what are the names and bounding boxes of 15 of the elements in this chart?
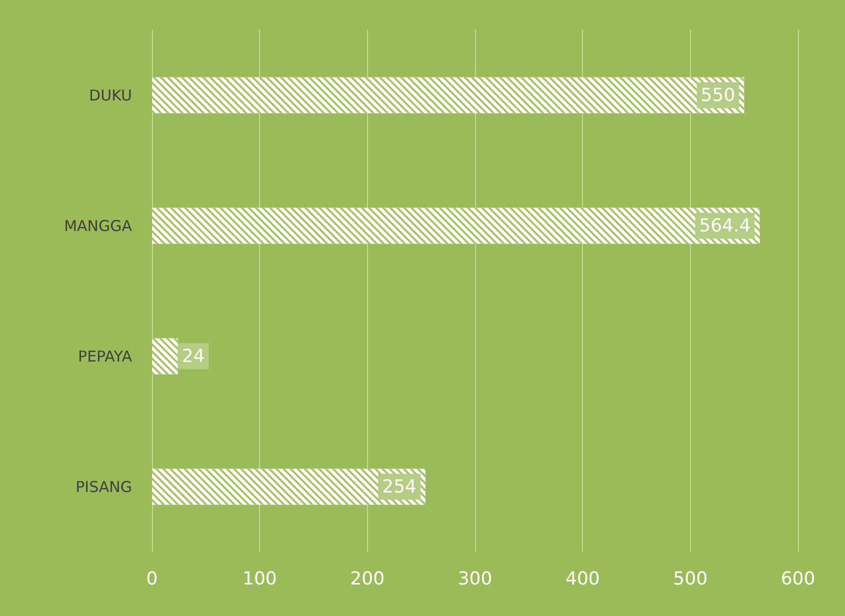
x-tick-label: 600 [780, 568, 816, 590]
x-tick-label: 0 [146, 568, 158, 590]
x-tick-label: 500 [673, 568, 708, 590]
y-tick-label: PISANG [76, 478, 132, 496]
x-tick-label: 200 [350, 568, 385, 590]
data-label: 254 [382, 476, 416, 498]
y-tick-label: MANGGA [64, 216, 133, 235]
x-tick-label: 300 [458, 568, 492, 590]
x-tick-label: 400 [565, 568, 600, 590]
data-label: 564.4 [699, 215, 751, 236]
data-label: 550 [700, 84, 736, 106]
y-tick-label: PEPAYA [78, 347, 133, 366]
data-label: 24 [182, 346, 205, 367]
x-tick-label: 100 [242, 568, 277, 590]
y-tick-label: DUKU [89, 86, 132, 104]
